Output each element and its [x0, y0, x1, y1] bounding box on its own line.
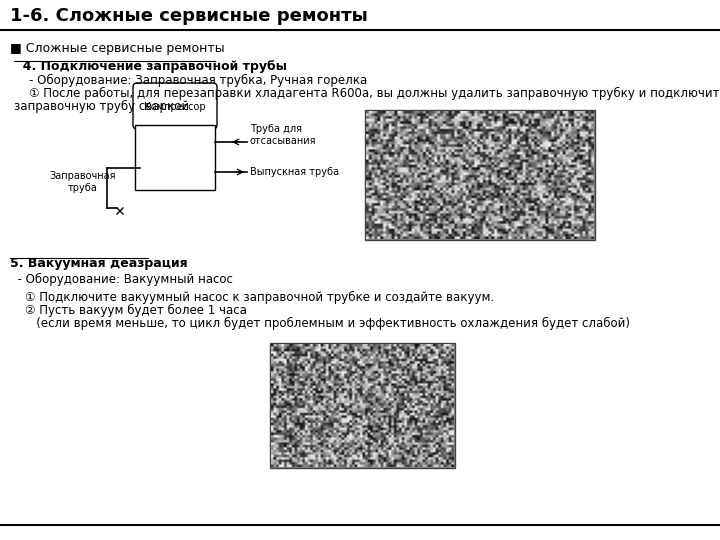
Text: 5. Вакуумная деазрация: 5. Вакуумная деазрация [10, 257, 188, 270]
FancyBboxPatch shape [133, 83, 217, 129]
Text: 1-6. Сложные сервисные ремонты: 1-6. Сложные сервисные ремонты [10, 7, 368, 25]
Bar [365, 110, 595, 240]
Text: заправочную трубу сваркой.: заправочную трубу сваркой. [14, 100, 193, 113]
Text: (если время меньше, то цикл будет проблемным и эффективность охлаждения будет сл: (если время меньше, то цикл будет пробле… [10, 317, 630, 330]
Text: Компрессор: Компрессор [144, 102, 206, 112]
Text: ① После работы, для перезаправки хладагента R600a, вы должны удалить заправочную: ① После работы, для перезаправки хладаге… [14, 87, 720, 100]
Text: - Оборудование: Заправочная трубка, Ручная горелка: - Оборудование: Заправочная трубка, Ручн… [14, 74, 367, 87]
Bar [135, 125, 215, 190]
Text: Труба для
отсасывания: Труба для отсасывания [250, 124, 317, 146]
Text: ② Пусть вакуум будет более 1 часа: ② Пусть вакуум будет более 1 часа [10, 304, 247, 317]
Text: - Оборудование: Вакуумный насос: - Оборудование: Вакуумный насос [10, 273, 233, 286]
Bar [270, 343, 455, 468]
Bar [0, 0, 720, 30]
Text: Выпускная труба: Выпускная труба [250, 167, 339, 177]
Text: ■ Сложные сервисные ремонты: ■ Сложные сервисные ремонты [10, 42, 225, 55]
Text: 4. Подключение заправочной трубы: 4. Подключение заправочной трубы [14, 60, 287, 73]
Text: Заправочная
труба: Заправочная труба [50, 171, 116, 193]
Text: ① Подключите вакуумный насос к заправочной трубке и создайте вакуум.: ① Подключите вакуумный насос к заправочн… [10, 291, 494, 304]
